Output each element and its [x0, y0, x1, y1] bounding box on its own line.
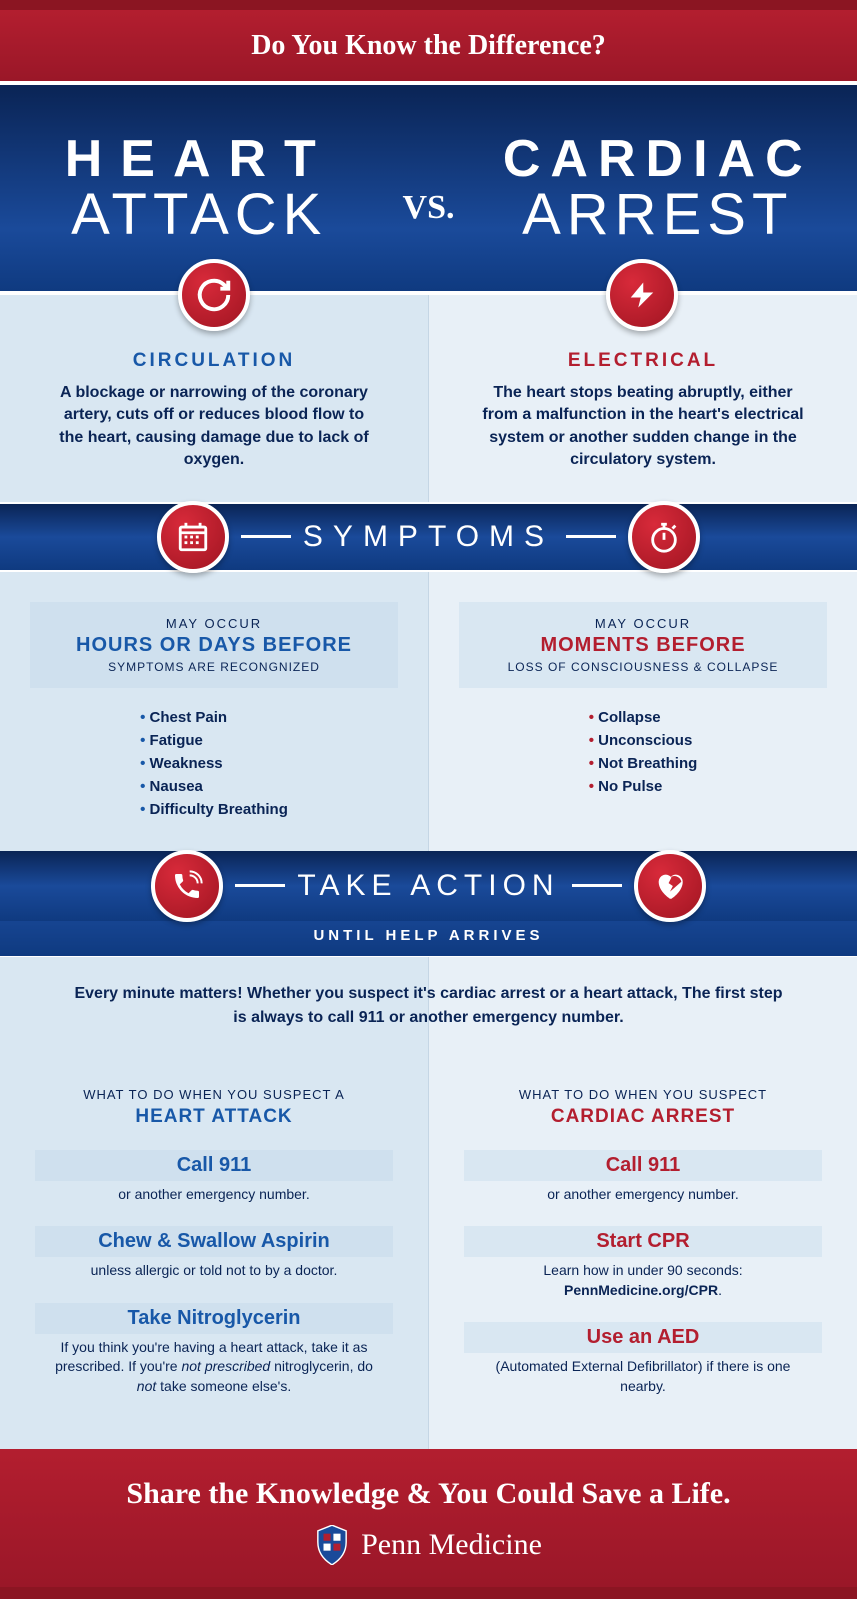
act-item-title: Start CPR: [596, 1230, 689, 1252]
action-band: TAKE ACTION: [0, 851, 857, 921]
act-right-item-0: Call 911 or another emergency number.: [474, 1150, 812, 1205]
act-item-desc: unless allergic or told not to by a doct…: [45, 1261, 383, 1281]
definitions-row: CIRCULATION A blockage or narrowing of t…: [0, 295, 857, 502]
footer-banner: Share the Knowledge & You Could Save a L…: [0, 1449, 857, 1599]
action-band-wrap: TAKE ACTION UNTIL HELP ARRIVES: [0, 851, 857, 958]
def-left-heading: CIRCULATION: [50, 350, 378, 372]
stopwatch-icon: [628, 501, 700, 573]
symptoms-right-list: Collapse Unconscious Not Breathing No Pu…: [589, 706, 698, 798]
list-item: Nausea: [140, 775, 288, 798]
act-left-head: WHAT TO DO WHEN YOU SUSPECT A: [45, 1087, 383, 1102]
hero-left-word2: ATTACK: [0, 181, 399, 248]
act-left-item-1: Chew & Swallow Aspirin unless allergic o…: [45, 1226, 383, 1281]
act-item-desc: (Automated External Defibrillator) if th…: [474, 1357, 812, 1396]
sym-left-main: HOURS OR DAYS BEFORE: [40, 634, 388, 657]
action-left: WHAT TO DO WHEN YOU SUSPECT A HEART ATTA…: [0, 1062, 429, 1449]
action-title: TAKE ACTION: [297, 869, 559, 903]
act-left-item-2: Take Nitroglycerin If you think you're h…: [45, 1303, 383, 1397]
act-item-title: Chew & Swallow Aspirin: [98, 1230, 330, 1252]
act-item-title: Call 911: [177, 1154, 252, 1176]
def-right-body: The heart stops beating abruptly, either…: [479, 382, 807, 472]
act-left-item-0: Call 911 or another emergency number.: [45, 1150, 383, 1205]
band-line: [572, 884, 622, 887]
def-left-body: A blockage or narrowing of the coronary …: [50, 382, 378, 472]
symptoms-row: MAY OCCUR HOURS OR DAYS BEFORE SYMPTOMS …: [0, 572, 857, 851]
broken-heart-icon: [634, 850, 706, 922]
act-left-cond: HEART ATTACK: [45, 1106, 383, 1128]
phone-icon: [151, 850, 223, 922]
list-item: Fatigue: [140, 729, 288, 752]
footer-brand: Penn Medicine: [0, 1525, 857, 1565]
act-item-title: Take Nitroglycerin: [127, 1307, 300, 1329]
symptoms-left: MAY OCCUR HOURS OR DAYS BEFORE SYMPTOMS …: [0, 572, 429, 851]
sym-left-post: SYMPTOMS ARE RECONGNIZED: [40, 660, 388, 674]
sym-left-pre: MAY OCCUR: [40, 616, 388, 631]
action-intro-text: Every minute matters! Whether you suspec…: [0, 957, 857, 1050]
list-item: Weakness: [140, 752, 288, 775]
action-columns: WHAT TO DO WHEN YOU SUSPECT A HEART ATTA…: [0, 1062, 857, 1449]
list-item: No Pulse: [589, 775, 698, 798]
act-item-desc: or another emergency number.: [474, 1185, 812, 1205]
symptoms-title: SYMPTOMS: [303, 520, 554, 554]
act-item-desc: If you think you're having a heart attac…: [45, 1338, 383, 1397]
hero-left-word1: HEART: [0, 129, 399, 189]
list-item: Chest Pain: [140, 706, 288, 729]
act-item-desc: or another emergency number.: [45, 1185, 383, 1205]
act-right-item-2: Use an AED (Automated External Defibrill…: [474, 1322, 812, 1396]
symptoms-right: MAY OCCUR MOMENTS BEFORE LOSS OF CONSCIO…: [429, 572, 857, 851]
act-item-desc: Learn how in under 90 seconds: PennMedic…: [474, 1261, 812, 1300]
hero-banner: HEART ATTACK VS. CARDIAC ARREST: [0, 85, 857, 295]
sym-right-pre: MAY OCCUR: [469, 616, 817, 631]
cycle-icon: [178, 259, 250, 331]
list-item: Not Breathing: [589, 752, 698, 775]
act-item-title: Call 911: [606, 1154, 681, 1176]
symptoms-band: SYMPTOMS: [0, 502, 857, 572]
list-item: Collapse: [589, 706, 698, 729]
act-item-title: Use an AED: [587, 1326, 700, 1348]
act-right-item-1: Start CPR Learn how in under 90 seconds:…: [474, 1226, 812, 1300]
def-right-heading: ELECTRICAL: [479, 350, 807, 372]
action-right: WHAT TO DO WHEN YOU SUSPECT CARDIAC ARRE…: [429, 1062, 857, 1449]
hero-vs: VS.: [399, 189, 459, 227]
band-line: [566, 535, 616, 538]
symptoms-right-header: MAY OCCUR MOMENTS BEFORE LOSS OF CONSCIO…: [459, 602, 827, 688]
list-item: Difficulty Breathing: [140, 798, 288, 821]
hero-right: CARDIAC ARREST: [458, 129, 857, 248]
infographic: Do You Know the Difference? HEART ATTACK…: [0, 0, 857, 1599]
bolt-icon: [606, 259, 678, 331]
hero-right-word1: CARDIAC: [458, 129, 857, 189]
act-right-head: WHAT TO DO WHEN YOU SUSPECT: [474, 1087, 812, 1102]
act-right-cond: CARDIAC ARREST: [474, 1106, 812, 1128]
footer-main-text: Share the Knowledge & You Could Save a L…: [0, 1477, 857, 1511]
sym-right-main: MOMENTS BEFORE: [469, 634, 817, 657]
hero-left: HEART ATTACK: [0, 129, 399, 248]
symptoms-left-list: Chest Pain Fatigue Weakness Nausea Diffi…: [140, 706, 288, 821]
top-banner-text: Do You Know the Difference?: [251, 30, 606, 62]
action-subtitle: UNTIL HELP ARRIVES: [0, 921, 857, 944]
symptoms-left-header: MAY OCCUR HOURS OR DAYS BEFORE SYMPTOMS …: [30, 602, 398, 688]
calendar-icon: [157, 501, 229, 573]
sym-right-post: LOSS OF CONSCIOUSNESS & COLLAPSE: [469, 660, 817, 674]
top-banner: Do You Know the Difference?: [0, 0, 857, 85]
band-line: [235, 884, 285, 887]
shield-icon: [315, 1525, 349, 1565]
footer-brand-text: Penn Medicine: [361, 1528, 542, 1562]
list-item: Unconscious: [589, 729, 698, 752]
hero-right-word2: ARREST: [458, 181, 857, 248]
band-line: [241, 535, 291, 538]
